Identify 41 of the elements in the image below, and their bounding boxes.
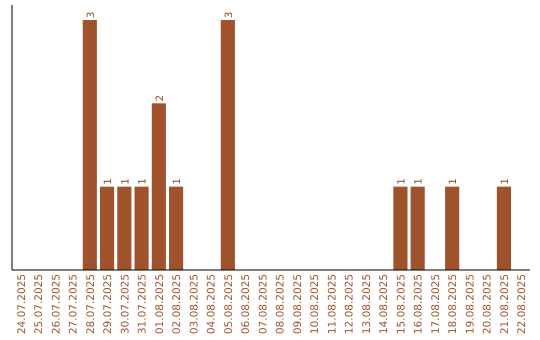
x-tick-label: 08.08.2025 — [274, 274, 287, 334]
x-tick-label: 24.07.2025 — [16, 274, 28, 334]
x-tick-label: 17.08.2025 — [430, 274, 442, 334]
data-label: 1 — [414, 178, 425, 185]
x-tick-label: 14.08.2025 — [378, 274, 390, 334]
x-tick-label: 15.08.2025 — [395, 274, 408, 334]
x-tick-label: 13.08.2025 — [360, 274, 373, 334]
x-tick-label: 04.08.2025 — [206, 274, 218, 334]
x-tick-label: 22.08.2025 — [516, 274, 528, 334]
data-label: 1 — [448, 178, 460, 185]
data-label: 3 — [224, 12, 235, 18]
x-tick-label: 03.08.2025 — [188, 274, 200, 334]
x-tick-label: 05.08.2025 — [222, 274, 235, 334]
x-tick-label: 12.08.2025 — [344, 274, 356, 334]
x-tick-label: 10.08.2025 — [309, 274, 322, 334]
data-label: 1 — [120, 178, 132, 185]
x-tick-label: 25.07.2025 — [33, 274, 46, 334]
x-tick-label: 11.08.2025 — [326, 274, 338, 334]
data-label: 2 — [154, 94, 166, 102]
x-tick-label: 26.07.2025 — [50, 274, 62, 334]
x-tick-label: 06.08.2025 — [240, 274, 252, 334]
x-tick-label: 27.07.2025 — [68, 274, 80, 334]
x-tick-label: 02.08.2025 — [171, 274, 184, 334]
data-label: 1 — [500, 178, 511, 185]
x-tick-label: 09.08.2025 — [292, 274, 304, 334]
data-label: 1 — [396, 178, 408, 185]
data-label: 1 — [172, 178, 184, 185]
x-tick-label: 07.08.2025 — [257, 274, 270, 334]
x-tick-label: 30.07.2025 — [119, 274, 132, 334]
x-tick-label: 20.08.2025 — [482, 274, 494, 334]
data-label: 1 — [138, 178, 149, 185]
data-label: 3 — [86, 12, 97, 18]
data-label: 1 — [103, 178, 114, 185]
x-tick-label: 28.07.2025 — [84, 274, 97, 334]
x-tick-label: 21.08.2025 — [498, 274, 511, 334]
x-tick-label: 29.07.2025 — [102, 274, 114, 334]
x-tick-label: 16.08.2025 — [412, 274, 425, 334]
x-tick-label: 31.07.2025 — [136, 274, 149, 334]
x-tick-label: 18.08.2025 — [447, 274, 460, 334]
x-tick-label: 19.08.2025 — [464, 274, 476, 334]
x-tick-label: 01.08.2025 — [154, 274, 166, 334]
